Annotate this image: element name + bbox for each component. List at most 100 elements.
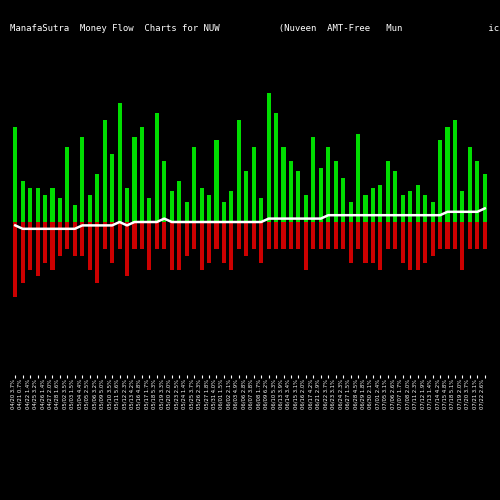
Bar [356, 222, 360, 249]
Bar [50, 188, 54, 222]
Bar [148, 198, 152, 222]
Bar [155, 222, 159, 249]
Bar [341, 178, 345, 222]
Bar [162, 222, 166, 249]
Text: ManafaSutra  Money Flow  Charts for NUW           (Nuveen  AMT-Free   Mun       : ManafaSutra Money Flow Charts for NUW (N… [10, 24, 500, 33]
Bar [252, 222, 256, 249]
Bar [80, 222, 84, 256]
Bar [416, 222, 420, 270]
Bar [110, 222, 114, 263]
Bar [214, 140, 218, 222]
Bar [312, 137, 316, 222]
Bar [177, 222, 181, 270]
Bar [326, 222, 330, 249]
Bar [364, 195, 368, 222]
Bar [43, 195, 47, 222]
Bar [170, 222, 174, 270]
Bar [155, 113, 159, 222]
Bar [371, 222, 375, 263]
Bar [304, 222, 308, 270]
Bar [378, 184, 382, 222]
Bar [237, 120, 241, 222]
Bar [453, 222, 457, 249]
Bar [244, 222, 248, 256]
Bar [282, 222, 286, 249]
Bar [296, 222, 300, 249]
Bar [125, 188, 129, 222]
Bar [162, 161, 166, 222]
Bar [132, 222, 136, 249]
Bar [296, 171, 300, 222]
Bar [200, 188, 203, 222]
Bar [348, 202, 352, 222]
Bar [222, 202, 226, 222]
Bar [334, 161, 338, 222]
Bar [222, 222, 226, 263]
Bar [192, 222, 196, 249]
Bar [110, 154, 114, 222]
Bar [125, 222, 129, 276]
Bar [20, 222, 24, 283]
Bar [438, 222, 442, 249]
Bar [378, 222, 382, 270]
Bar [460, 222, 464, 270]
Bar [102, 120, 106, 222]
Bar [184, 202, 188, 222]
Bar [274, 113, 278, 222]
Bar [319, 222, 323, 249]
Bar [266, 222, 270, 249]
Bar [177, 181, 181, 222]
Bar [266, 93, 270, 222]
Bar [13, 127, 18, 222]
Bar [207, 195, 211, 222]
Bar [13, 222, 18, 297]
Bar [400, 195, 405, 222]
Bar [132, 137, 136, 222]
Bar [408, 222, 412, 270]
Bar [476, 161, 480, 222]
Bar [423, 195, 427, 222]
Bar [446, 127, 450, 222]
Bar [468, 147, 472, 222]
Bar [118, 103, 122, 222]
Bar [118, 222, 122, 249]
Bar [95, 174, 100, 222]
Bar [200, 222, 203, 270]
Bar [230, 222, 234, 270]
Bar [394, 171, 398, 222]
Bar [36, 222, 40, 276]
Bar [364, 222, 368, 263]
Bar [80, 137, 84, 222]
Bar [430, 202, 434, 222]
Bar [460, 192, 464, 222]
Bar [386, 161, 390, 222]
Bar [334, 222, 338, 249]
Bar [140, 127, 144, 222]
Bar [289, 222, 293, 249]
Bar [88, 195, 92, 222]
Bar [356, 134, 360, 222]
Bar [400, 222, 405, 263]
Bar [482, 174, 487, 222]
Bar [184, 222, 188, 256]
Bar [259, 222, 263, 263]
Bar [237, 222, 241, 249]
Bar [58, 222, 62, 256]
Bar [259, 198, 263, 222]
Bar [304, 195, 308, 222]
Bar [102, 222, 106, 249]
Bar [36, 188, 40, 222]
Bar [20, 181, 24, 222]
Bar [453, 120, 457, 222]
Bar [312, 222, 316, 249]
Bar [252, 147, 256, 222]
Bar [66, 147, 70, 222]
Bar [230, 192, 234, 222]
Bar [274, 222, 278, 249]
Bar [28, 188, 32, 222]
Bar [28, 222, 32, 270]
Bar [386, 222, 390, 249]
Bar [192, 147, 196, 222]
Bar [207, 222, 211, 263]
Bar [371, 188, 375, 222]
